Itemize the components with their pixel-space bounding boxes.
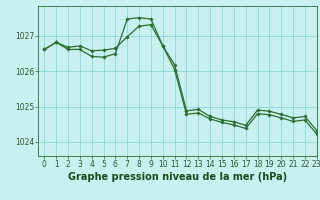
X-axis label: Graphe pression niveau de la mer (hPa): Graphe pression niveau de la mer (hPa) — [68, 172, 287, 182]
